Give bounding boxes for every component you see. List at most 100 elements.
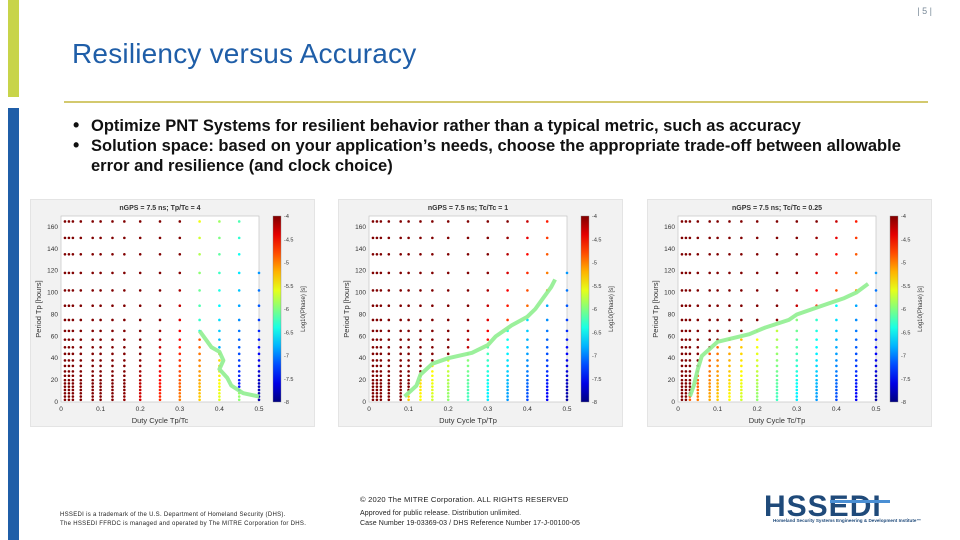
scatter-point [387, 378, 391, 382]
x-tick-label: 0.3 [175, 406, 184, 413]
scatter-point [158, 289, 162, 292]
scatter-point [740, 378, 743, 382]
scatter-point [684, 329, 688, 333]
scatter-point [375, 352, 379, 356]
scatter-point [874, 271, 878, 275]
colorbar-tick-label: -8 [592, 400, 597, 406]
scatter-point [506, 378, 509, 382]
scatter-point [178, 318, 182, 322]
scatter-point [740, 352, 743, 356]
scatter-point [696, 304, 700, 308]
scatter-point [486, 359, 490, 362]
scatter-point [854, 395, 858, 398]
scatter-point [815, 364, 818, 368]
scatter-point [835, 359, 838, 362]
scatter-point [371, 236, 375, 240]
scatter-point [486, 388, 490, 392]
scatter-point [795, 388, 799, 392]
scatter-point [198, 385, 201, 388]
scatter-point [728, 370, 731, 373]
scatter-point [379, 374, 383, 378]
scatter-point [178, 382, 182, 385]
scatter-point [375, 370, 379, 373]
scatter-point [99, 304, 102, 308]
scatter-point [815, 252, 818, 256]
scatter-point [257, 359, 261, 362]
scatter-point [178, 252, 182, 256]
scatter-point [257, 398, 261, 402]
scatter-point [79, 352, 83, 356]
scatter-point [99, 329, 102, 333]
colorbar [580, 215, 590, 403]
scatter-point [63, 345, 67, 349]
hssedi-logo: HSSEDI [764, 490, 890, 523]
scatter-point [371, 364, 375, 368]
scatter-point [755, 236, 759, 240]
scatter-point [680, 388, 684, 392]
scatter-point [565, 318, 569, 322]
x-tick-label: 0.3 [792, 406, 801, 413]
scatter-point [99, 398, 102, 402]
slide-title: Resiliency versus Accuracy [72, 38, 417, 69]
scatter-point [755, 374, 759, 378]
scatter-point [684, 395, 688, 398]
y-tick-label: 0 [362, 399, 366, 406]
y-tick-label: 140 [355, 246, 366, 253]
scatter-point [257, 271, 261, 275]
scatter-point [71, 364, 75, 368]
scatter-point [545, 378, 549, 382]
scatter-point [874, 338, 878, 341]
scatter-point [565, 271, 569, 275]
scatter-point [684, 378, 688, 382]
scatter-point [565, 382, 569, 385]
scatter-point [815, 398, 818, 402]
scatter-point [99, 220, 102, 223]
colorbar-tick-label: -7 [901, 354, 906, 360]
scatter-point [79, 382, 83, 385]
scatter-point [387, 289, 391, 292]
scatter-point [684, 398, 688, 402]
scatter-point [237, 364, 241, 368]
scatter-point [708, 252, 711, 256]
scatter-point [466, 304, 470, 308]
scatter-point [375, 252, 379, 256]
y-tick-label: 120 [355, 268, 366, 275]
scatter-point [446, 318, 450, 322]
scatter-point [755, 220, 759, 223]
scatter-point [506, 345, 509, 349]
scatter-point [696, 391, 700, 395]
scatter-point [815, 370, 818, 373]
boundary-envelope [403, 278, 557, 398]
scatter-point [178, 345, 182, 349]
y-tick-label: 100 [664, 290, 675, 297]
footer-trademark-line: HSSEDI is a trademark of the U.S. Depart… [60, 512, 286, 518]
scatter-point [874, 345, 878, 349]
scatter-point [545, 370, 549, 373]
scatter-point [111, 304, 114, 308]
scatter-point [138, 388, 142, 392]
scatter-point [775, 374, 779, 378]
scatter-point [446, 304, 450, 308]
scatter-point [371, 385, 375, 388]
scatter-point [419, 252, 422, 256]
scatter-point [728, 236, 731, 240]
scatter-point [755, 364, 759, 368]
scatter-point [486, 220, 490, 223]
scatter-point [526, 374, 529, 378]
scatter-point [71, 370, 75, 373]
y-axis-label: Period Tp [hours] [34, 280, 43, 337]
scatter-point [399, 352, 402, 356]
scatter-point [708, 391, 711, 395]
scatter-point [375, 391, 379, 395]
scatter-point [835, 385, 838, 388]
scatter-point [431, 352, 434, 356]
scatter-point [446, 271, 450, 275]
scatter-point [99, 391, 102, 395]
colorbar-tick-label: -7.5 [592, 377, 601, 383]
scatter-point [218, 385, 221, 388]
scatter-point [198, 304, 201, 308]
scatter-point [218, 329, 221, 333]
scatter-point [138, 398, 142, 402]
scatter-point [688, 345, 692, 349]
scatter-point [466, 388, 470, 392]
